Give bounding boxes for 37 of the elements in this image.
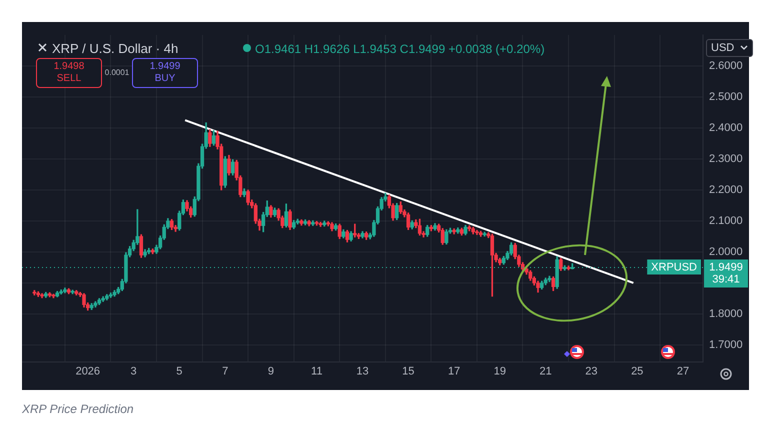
y-tick-label: 2.2000	[709, 184, 743, 196]
ref-line-label: XRPUSD	[651, 262, 698, 274]
text: XRP Price Prediction	[22, 402, 134, 416]
annotation: SELL	[56, 73, 82, 85]
buy-button: 1.9499 BUY	[132, 58, 198, 88]
sell-button: 1.9498 SELL	[36, 58, 102, 88]
x-tick-label: 9	[268, 366, 274, 378]
x-tick-label: 2026	[76, 366, 100, 378]
x-tick-label: 21	[540, 366, 552, 378]
x-tick-label: 25	[631, 366, 644, 378]
y-tick-label: 2.1000	[709, 215, 743, 228]
x-tick-label: 13	[356, 366, 369, 378]
text: 39:41	[712, 274, 740, 286]
annotation: 1.9498	[52, 61, 86, 73]
y-tick-label: 2.4000	[709, 122, 743, 134]
x-tick-label: 17	[448, 366, 460, 378]
x-tick-label: 23	[585, 366, 598, 378]
x-tick-label: 5	[176, 366, 182, 378]
y-tick-label: 2.0000	[709, 246, 743, 258]
text: 1.9499	[709, 262, 743, 274]
currency-dropdown: USD	[706, 39, 754, 57]
x-tick-label: 7	[222, 366, 228, 378]
annotation: O1.9461 H1.9626 L1.9453 C1.9499 +0.0038 (+0.20%)	[255, 42, 545, 56]
y-tick-label: 2.5000	[709, 91, 743, 104]
y-tick-label: 1.8000	[709, 308, 743, 320]
x-tick-label: 27	[676, 366, 690, 378]
x-tick-label: 19	[494, 366, 506, 378]
y-tick-label: 1.7000	[709, 338, 743, 351]
x-tick-label: 15	[402, 366, 414, 378]
y-tick-label: 2.6000	[709, 60, 743, 72]
y-tick-label: 2.3000	[709, 153, 743, 166]
x-tick-label: 3	[130, 366, 137, 378]
annotation: BUY	[154, 73, 176, 85]
annotation: 0.0001	[104, 68, 130, 77]
text: XRP / U.S. Dollar · 4h	[52, 41, 178, 56]
x-tick-label: 11	[311, 366, 322, 378]
annotation: 1.9499	[148, 61, 182, 73]
